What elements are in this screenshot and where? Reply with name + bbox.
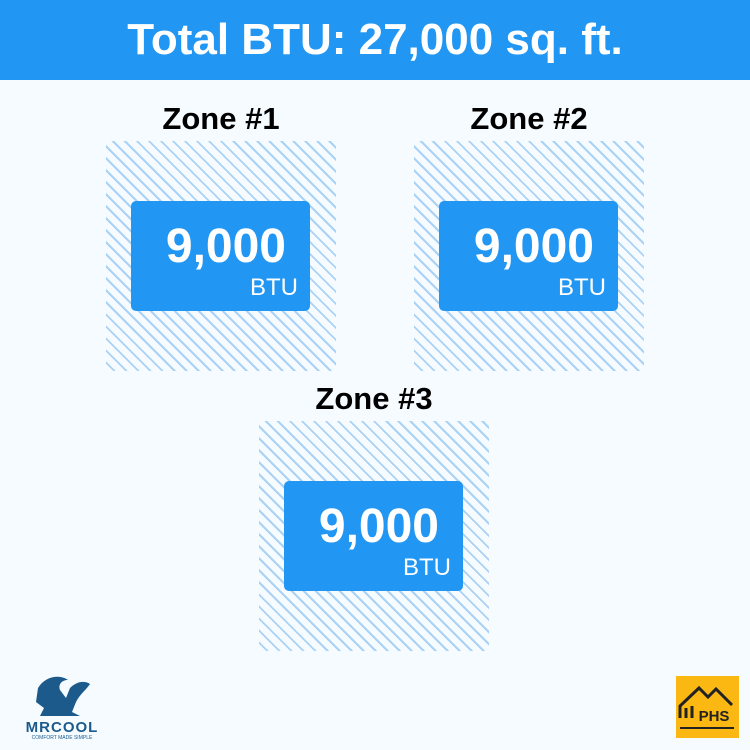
- bear-icon: MRCOOL COMFORT MADE SIMPLE: [26, 676, 99, 741]
- zone-3-unit: BTU: [403, 554, 451, 581]
- svg-text:MRCOOL: MRCOOL: [26, 719, 99, 736]
- zone-3-card: 9,000 BTU: [284, 481, 463, 591]
- zone-2-area: 9,000 BTU: [414, 141, 644, 371]
- page-title: Total BTU: 27,000 sq. ft.: [127, 15, 623, 64]
- phs-logo: PHS: [676, 676, 739, 738]
- zone-2-label: Zone #2: [470, 101, 588, 136]
- house-icon: PHS: [678, 685, 734, 729]
- svg-text:PHS: PHS: [699, 708, 730, 725]
- zone-1-value: 9,000: [165, 220, 286, 273]
- mrcool-logo: MRCOOL COMFORT MADE SIMPLE: [10, 668, 115, 741]
- zone-2-card: 9,000 BTU: [439, 201, 618, 311]
- zone-3-value: 9,000: [318, 500, 439, 553]
- svg-text:COMFORT MADE SIMPLE: COMFORT MADE SIMPLE: [32, 735, 93, 740]
- zone-2-unit: BTU: [558, 274, 606, 301]
- zone-1-area: 9,000 BTU: [106, 141, 336, 371]
- zone-1-unit: BTU: [250, 274, 298, 301]
- zone-3-area: 9,000 BTU: [259, 421, 489, 651]
- page-header: Total BTU: 27,000 sq. ft.: [0, 0, 750, 80]
- zone-2-value: 9,000: [473, 220, 594, 273]
- zone-3-label: Zone #3: [315, 381, 433, 416]
- zone-1-card: 9,000 BTU: [131, 201, 310, 311]
- zone-1-label: Zone #1: [162, 101, 280, 136]
